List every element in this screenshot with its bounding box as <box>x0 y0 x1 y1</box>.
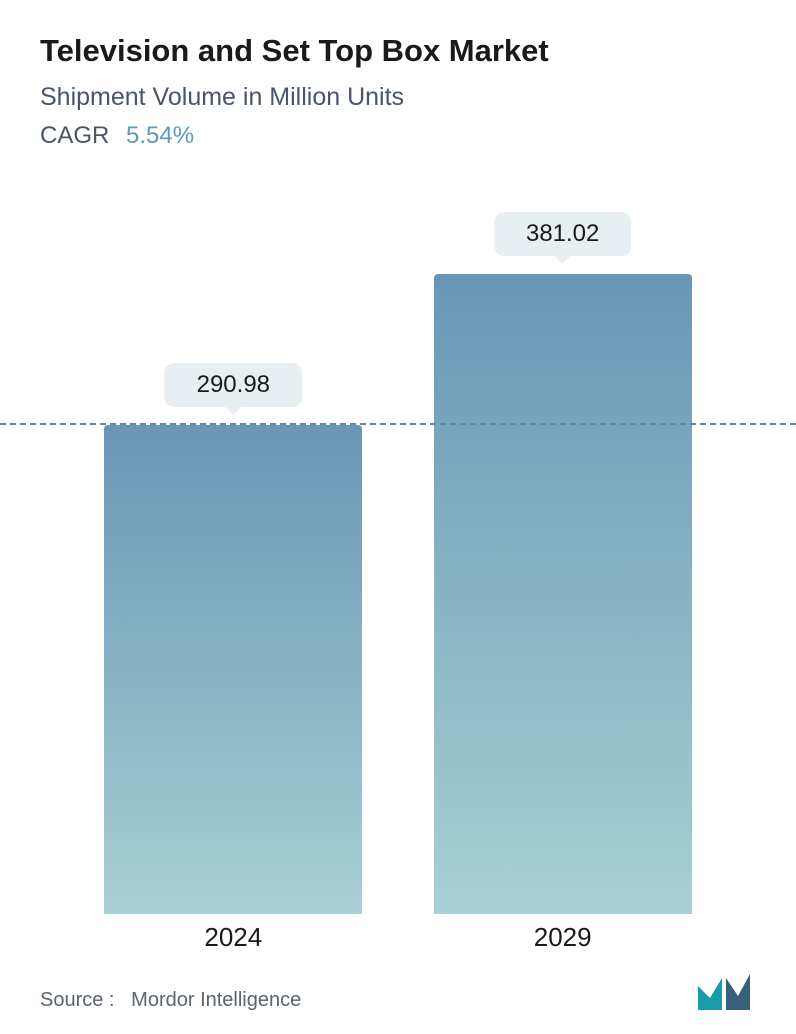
source-text: Source : Mordor Intelligence <box>40 989 301 1012</box>
x-label-2029: 2029 <box>534 922 592 953</box>
value-label-2029: 381.02 <box>494 212 631 256</box>
bar-2029 <box>434 274 692 914</box>
chart-title: Television and Set Top Box Market <box>40 32 756 69</box>
cagr-value: 5.54% <box>126 122 194 149</box>
value-label-2024: 290.98 <box>165 363 302 407</box>
x-axis-labels: 2024 2029 <box>40 922 756 962</box>
cagr-line: CAGR 5.54% <box>40 122 756 150</box>
source-value: Mordor Intelligence <box>131 989 301 1011</box>
chart-footer: Source : Mordor Intelligence <box>40 972 756 1012</box>
reference-dashed-line <box>0 423 796 425</box>
cagr-label: CAGR <box>40 122 109 149</box>
brand-logo-icon <box>696 972 756 1012</box>
chart-header: Television and Set Top Box Market Shipme… <box>0 0 796 150</box>
chart-plot-area: 290.98 381.02 <box>40 200 756 914</box>
chart-subtitle: Shipment Volume in Million Units <box>40 83 756 112</box>
x-label-2024: 2024 <box>204 922 262 953</box>
bar-2024 <box>104 425 362 914</box>
source-label: Source : <box>40 989 114 1011</box>
